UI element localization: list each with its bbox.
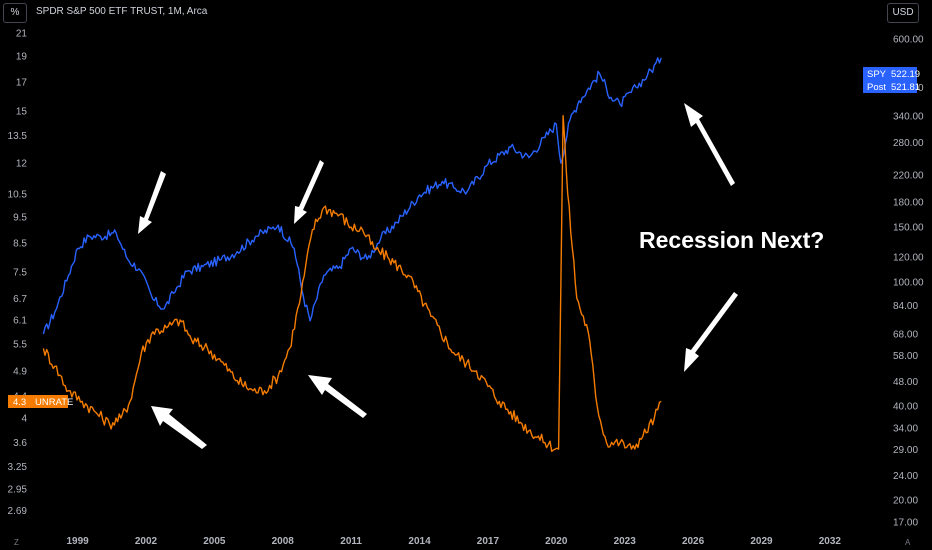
right-tick-label: 29.00: [893, 445, 918, 456]
time-tick-label: 2008: [272, 536, 295, 547]
right-tick-label: 34.00: [893, 424, 918, 435]
left-tick-label: 19: [16, 52, 28, 63]
spy-badge-value: 522.19: [891, 69, 920, 80]
unrate-badge-value: 4.3: [13, 397, 26, 408]
left-tick-label: 13.5: [8, 131, 28, 142]
time-tick-label: 2011: [340, 536, 362, 547]
series-layer: [42, 57, 662, 452]
right-tick-label: 120.00: [893, 253, 924, 264]
time-tick-label: 2032: [819, 536, 842, 547]
series-line-spy: [42, 57, 662, 335]
unrate-badge-label: UNRATE: [35, 397, 73, 408]
left-tick-label: 15: [16, 106, 28, 117]
right-tick-label: 100.00: [893, 277, 924, 288]
time-tick-label: 2005: [203, 536, 226, 547]
arrow-2008-unrate: [308, 375, 367, 418]
left-tick-label: 3.25: [8, 462, 28, 473]
left-tick-label: 3.6: [13, 438, 27, 449]
right-tick-label: 280.00: [893, 138, 924, 149]
time-tick-label: 2029: [750, 536, 773, 547]
left-tick-label: 7.5: [13, 268, 27, 279]
time-tick-label: 2017: [477, 536, 500, 547]
left-tick-label: 2.95: [8, 484, 28, 495]
left-axis-ticks: 21 19 17 15 13.5 12 10.5 9.5 8.5 7.5 6.7 6.1 5.5 4.9 4…: [8, 28, 28, 516]
annotation-text: Recession Next?: [639, 227, 824, 253]
spy-badge-label: SPY: [867, 69, 887, 80]
right-tick-label: 17.00: [893, 518, 918, 529]
right-tick-label: 24.00: [893, 471, 918, 482]
left-tick-label: 9.5: [13, 213, 27, 224]
right-tick-label: 600.00: [893, 34, 924, 45]
post-badge: Post 521.81: [863, 80, 920, 93]
post-badge-value: 521.81: [891, 82, 920, 93]
auto-scale-toggle[interactable]: A: [905, 538, 911, 547]
series-line-unrate: [42, 115, 662, 452]
right-tick-label: 180.00: [893, 198, 924, 209]
unrate-badge: 4.3 UNRATE: [8, 395, 73, 408]
left-tick-label: 6.7: [13, 294, 27, 305]
arrow-2008-peak: [294, 160, 324, 224]
left-tick-label: 10.5: [8, 189, 28, 200]
post-badge-label: Post: [867, 82, 886, 93]
left-tick-label: 21: [16, 28, 28, 39]
right-tick-label: 150.00: [893, 222, 924, 233]
left-tick-label: 12: [16, 158, 28, 169]
left-tick-label: 8.5: [13, 238, 27, 249]
arrow-2024-unrate: [684, 292, 738, 372]
right-tick-label: 340.00: [893, 111, 924, 122]
left-tick-label: 4: [21, 414, 27, 425]
time-tick-label: 2023: [614, 536, 637, 547]
arrow-2001-peak: [138, 171, 166, 234]
time-tick-label: 2026: [682, 536, 705, 547]
left-tick-label: 2.69: [8, 506, 28, 517]
arrow-2024-peak: [684, 103, 735, 186]
left-tick-label: 17: [16, 77, 28, 88]
left-tick-label: 6.1: [13, 316, 27, 327]
time-tick-label: 2020: [545, 536, 568, 547]
right-axis-ticks: 600.00420.00340.00280.00220.00180.00150.…: [893, 34, 924, 528]
time-tick-label: 2002: [135, 536, 158, 547]
time-axis-ticks: 1999 2002 2005 2008 2011 2014 2017 2020 2023 2026…: [66, 536, 841, 547]
left-tick-label: 5.5: [13, 340, 27, 351]
annotation-arrows: [138, 103, 738, 449]
spy-badge: SPY 522.19: [863, 67, 920, 80]
right-tick-label: 58.00: [893, 351, 918, 362]
arrow-2001-unrate: [151, 406, 207, 449]
right-tick-label: 40.00: [893, 402, 918, 413]
currency-button[interactable]: USD: [887, 3, 919, 23]
right-tick-label: 220.00: [893, 170, 924, 181]
right-tick-label: 68.00: [893, 330, 918, 341]
left-scale-button[interactable]: %: [3, 3, 27, 23]
chart-title: SPDR S&P 500 ETF TRUST, 1M, Arca: [36, 6, 208, 17]
time-tick-label: 1999: [66, 536, 89, 547]
time-tick-label: 2014: [408, 536, 431, 547]
left-tick-label: 4.9: [13, 366, 27, 377]
right-tick-label: 84.00: [893, 301, 918, 312]
timezone-toggle[interactable]: Z: [14, 538, 19, 547]
right-tick-label: 20.00: [893, 496, 918, 507]
right-tick-label: 48.00: [893, 377, 918, 388]
